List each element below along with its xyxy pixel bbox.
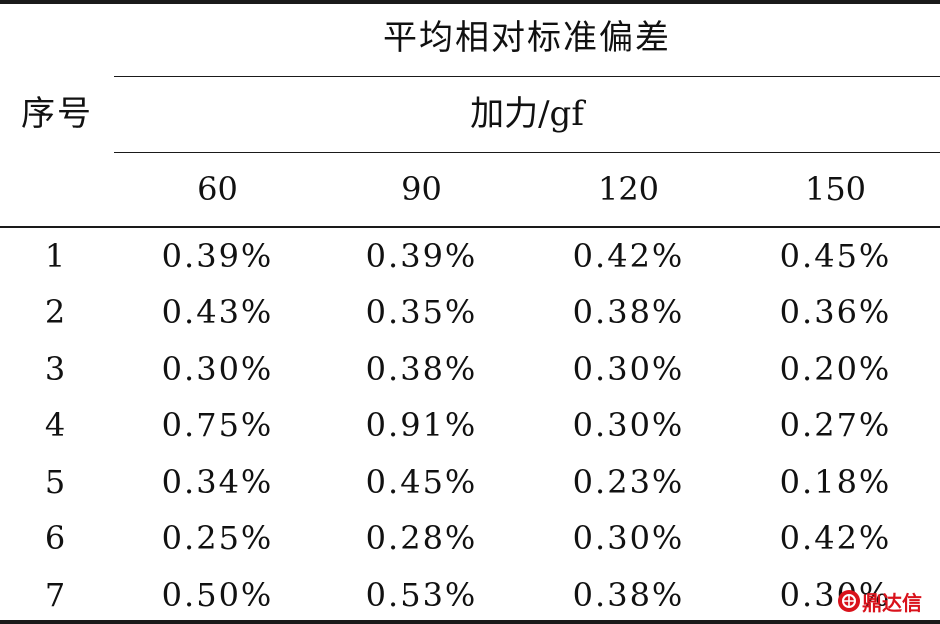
table-cell-value: 0.42% [779,519,892,557]
table-cell-value: 0.45% [365,463,478,501]
table-cell-value: 0.39% [161,237,274,275]
load-divider [114,152,940,153]
table-cell-value: 0.39% [365,237,478,275]
table-cell-value: 0.34% [161,463,274,501]
table-cell-value: 0.30% [161,350,274,388]
column-header-60: 60 [197,170,238,208]
table-cell-value: 0.91% [365,406,478,444]
table-cell-value: 0.27% [779,406,892,444]
row-seq-number: 3 [44,350,66,388]
table-bottom-rule [0,620,940,624]
row-seq-number: 6 [44,519,66,557]
table-cell-value: 0.25% [161,519,274,557]
seq-header: 序号 [21,94,93,134]
table-cell-value: 0.75% [161,406,274,444]
row-seq-number: 4 [44,406,66,444]
table-cell-value: 0.20% [779,350,892,388]
table-top-rule [0,0,940,4]
table-cell-value: 0.30% [572,519,685,557]
table-cell-value: 0.53% [365,576,478,614]
table-cell-value: 0.38% [572,293,685,331]
table-title: 平均相对标准偏差 [383,18,671,58]
load-header: 加力/gf [470,94,584,134]
row-seq-number: 7 [44,576,66,614]
table-cell-value: 0.43% [161,293,274,331]
row-seq-number: 1 [44,237,66,275]
row-seq-number: 5 [44,463,66,501]
table-cell-value: 0.50% [161,576,274,614]
column-header-120: 120 [597,170,660,208]
watermark-text: 鼎达信 [862,590,922,615]
brand-logo-icon [838,590,860,612]
table-cell-value: 0.28% [365,519,478,557]
table-cell-value: 0.36% [779,293,892,331]
column-header-150: 150 [804,170,867,208]
table-cell-value: 0.23% [572,463,685,501]
watermark: 鼎达信 [838,586,938,616]
table-cell-value: 0.38% [572,576,685,614]
table-cell-value: 0.30% [779,576,892,614]
brand-logo-glyph-icon [842,594,856,608]
title-divider [114,76,940,77]
table-cell-value: 0.30% [572,406,685,444]
column-header-90: 90 [401,170,442,208]
header-rule [0,226,940,228]
table-cell-value: 0.30% [572,350,685,388]
table-cell-value: 0.18% [779,463,892,501]
table-cell-value: 0.42% [572,237,685,275]
table-cell-value: 0.45% [779,237,892,275]
table-cell-value: 0.35% [365,293,478,331]
table-cell-value: 0.38% [365,350,478,388]
row-seq-number: 2 [44,293,66,331]
